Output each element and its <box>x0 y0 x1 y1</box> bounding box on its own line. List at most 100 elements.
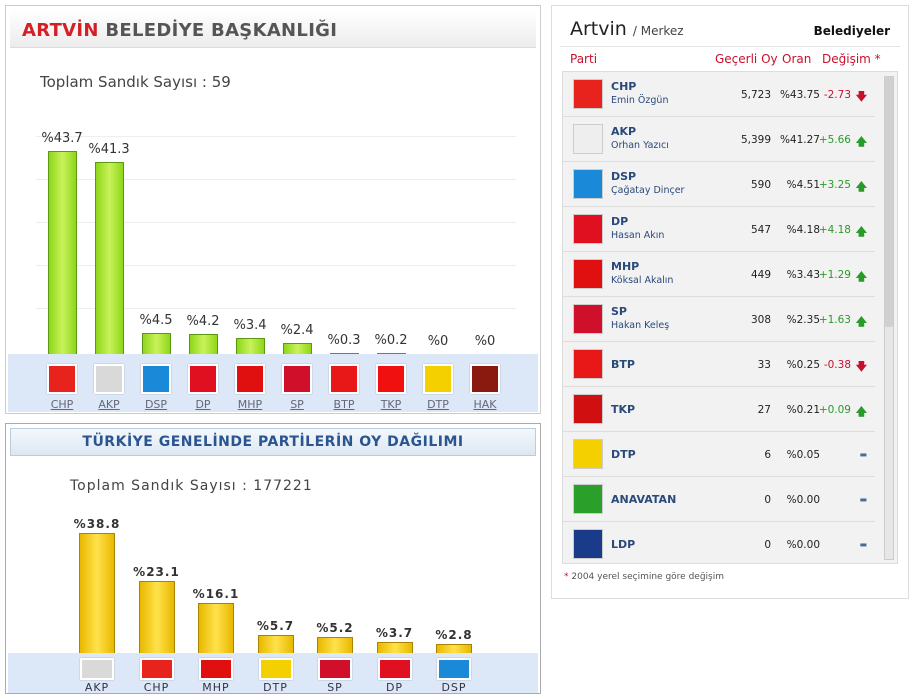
party-label-hak[interactable]: HAK <box>473 398 497 411</box>
party-label-mhp[interactable]: MHP <box>237 398 263 411</box>
data-label-mhp: %3.4 <box>233 318 267 334</box>
party-label-chp: CHP <box>143 681 170 694</box>
change: +1.29 <box>818 269 851 281</box>
arrow-down-icon: 🡇 <box>855 360 867 373</box>
logo-tkp-icon[interactable] <box>376 364 406 394</box>
logo-mhp-icon <box>573 259 603 289</box>
party-name: TKP <box>611 403 636 416</box>
national-results-chart-panel: TÜRKİYE GENELİNDE PARTİLERİN OY DAĞILIMI… <box>5 423 541 694</box>
table-row[interactable]: BTP 33 %0.25 -0.38 🡇 <box>563 342 875 387</box>
table-row[interactable]: AKP Orhan Yazıcı 5,399 %41.27 +5.66 🡅 <box>563 117 875 162</box>
party-label-dtp: DTP <box>263 681 288 694</box>
table-row[interactable]: SP Hakan Keleş 308 %2.35 +1.63 🡅 <box>563 297 875 342</box>
bar-sp <box>317 636 353 653</box>
footnote: * 2004 yerel seçimine göre değişim <box>564 572 724 582</box>
candidate-name: Emin Özgün <box>611 95 669 106</box>
bar-chp <box>138 581 175 653</box>
data-label-akp: %38.8 <box>73 516 121 531</box>
party-label-btp[interactable]: BTP <box>333 398 355 411</box>
ratio: %41.27 <box>779 134 820 146</box>
data-label-dtp: %5.7 <box>256 619 295 634</box>
gridline <box>36 265 516 266</box>
arrow-down-icon: 🡇 <box>855 90 867 103</box>
results-table-panel: Artvin / Merkez Belediyeler Parti Geçerl… <box>551 5 909 599</box>
dash-icon: ▬ <box>859 450 867 459</box>
logo-dsp-icon[interactable] <box>141 364 171 394</box>
party-label-dp[interactable]: DP <box>195 398 211 411</box>
logo-btp-icon[interactable] <box>329 364 359 394</box>
gridline <box>36 179 516 180</box>
change: -2.73 <box>823 89 851 101</box>
party-label-dp: DP <box>385 681 404 694</box>
party-label-sp: SP <box>327 681 343 694</box>
votes: 308 <box>750 314 771 326</box>
votes: 449 <box>750 269 771 281</box>
party-label-chp[interactable]: CHP <box>50 398 74 411</box>
ratio: %0.05 <box>786 449 820 461</box>
logo-akp-icon[interactable] <box>94 364 124 394</box>
logo-hak-icon[interactable] <box>470 364 500 394</box>
logo-dtp-icon <box>573 439 603 469</box>
table-row[interactable]: CHP Emin Özgün 5,723 %43.75 -2.73 🡇 <box>563 72 875 117</box>
bar-akp <box>79 532 115 653</box>
data-label-akp: %41.3 <box>88 141 130 157</box>
party-name: MHP <box>611 260 640 273</box>
candidate-name: Hasan Akın <box>611 230 665 241</box>
table-row[interactable]: DSP Çağatay Dinçer 590 %4.51 +3.25 🡅 <box>563 162 875 207</box>
table-row[interactable]: DTP 6 %0.05 ▬ <box>563 432 875 477</box>
logo-dsp-icon <box>573 169 603 199</box>
party-label-sp[interactable]: SP <box>290 398 304 411</box>
table-row[interactable]: DP Hasan Akın 547 %4.18 +4.18 🡅 <box>563 207 875 252</box>
table-row[interactable]: TKP 27 %0.21 +0.09 🡅 <box>563 387 875 432</box>
bar-chp <box>48 150 77 354</box>
scrollbar-thumb[interactable] <box>885 77 893 327</box>
tab-belediyeler[interactable]: Belediyeler <box>813 24 890 38</box>
data-label-sp: %2.4 <box>280 322 314 338</box>
logo-sp-icon[interactable] <box>282 364 312 394</box>
change: +0.09 <box>818 404 851 416</box>
bar-dp <box>189 334 218 354</box>
party-label-akp[interactable]: AKP <box>98 398 120 411</box>
votes: 27 <box>757 404 771 416</box>
ratio: %2.35 <box>786 314 820 326</box>
data-label-dsp: %2.8 <box>435 628 473 643</box>
results-location: Artvin / Merkez <box>570 18 684 40</box>
party-name: BTP <box>611 358 635 371</box>
bar-dtp <box>257 635 294 653</box>
party-name: DP <box>611 215 629 228</box>
change: -0.38 <box>823 359 851 371</box>
national-chart-title: TÜRKİYE GENELİNDE PARTİLERİN OY DAĞILIMI <box>10 428 536 456</box>
logo-mhp-icon[interactable] <box>235 364 265 394</box>
ratio: %4.51 <box>786 179 820 191</box>
party-label-tkp[interactable]: TKP <box>380 398 402 411</box>
ratio: %3.43 <box>786 269 820 281</box>
bar-dsp <box>142 333 171 354</box>
party-label-dsp[interactable]: DSP <box>144 398 168 411</box>
gridline <box>36 222 516 223</box>
logo-dtp-icon[interactable] <box>423 364 453 394</box>
logo-akp-icon <box>573 124 603 154</box>
party-label-dtp[interactable]: DTP <box>427 398 449 411</box>
logo-dp-icon[interactable] <box>188 364 218 394</box>
table-row[interactable]: LDP 0 %0.00 ▬ <box>563 522 875 563</box>
bar-dsp <box>436 644 472 653</box>
ratio: %0.21 <box>786 404 820 416</box>
table-row[interactable]: MHP Köksal Akalın 449 %3.43 +1.29 🡅 <box>563 252 875 297</box>
logo-chp-icon[interactable] <box>47 364 77 394</box>
logo-dp-icon <box>377 658 412 680</box>
bar-mhp <box>198 603 234 653</box>
data-label-dp: %3.7 <box>375 625 414 640</box>
arrow-up-icon: 🡅 <box>855 405 867 418</box>
dash-icon: ▬ <box>859 540 867 549</box>
data-label-dp: %4.2 <box>186 314 220 330</box>
bar-dp <box>376 641 413 653</box>
ratio: %0.25 <box>786 359 820 371</box>
table-row[interactable]: ANAVATAN 0 %0.00 ▬ <box>563 477 875 522</box>
header-ratio: Oran <box>782 52 812 66</box>
scrollbar[interactable] <box>884 76 894 560</box>
party-label-dsp: DSP <box>441 681 467 694</box>
bar-sp <box>283 342 312 354</box>
party-name: DSP <box>611 170 637 183</box>
data-label-chp: %23.1 <box>133 565 180 580</box>
data-label-hak: %0 <box>474 334 496 349</box>
